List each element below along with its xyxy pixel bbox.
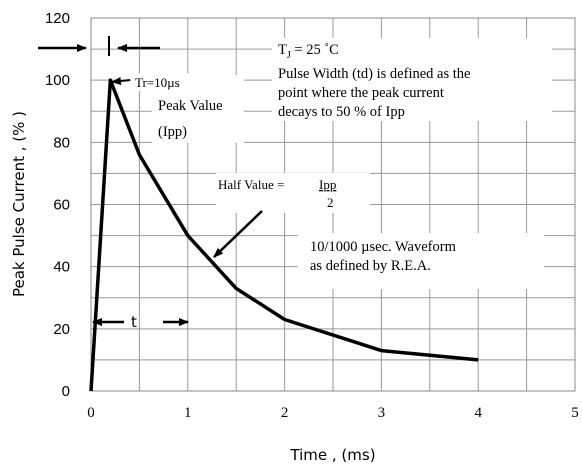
x-tick-label: 3: [378, 405, 386, 421]
y-axis-title: Peak Pulse Current , (% ): [10, 111, 28, 297]
t-label: t: [131, 313, 137, 331]
half-value-denominator: 2: [327, 195, 334, 210]
x-tick-labels: 0 1 2 3 4 5: [87, 405, 579, 421]
tr-label: Tr=10µs: [135, 75, 180, 90]
x-tick-label: 2: [281, 405, 289, 421]
peak-value-line1: Peak Value: [158, 98, 223, 114]
y-tick-label: 100: [45, 72, 70, 89]
x-tick-label: 1: [184, 405, 192, 421]
y-tick-label: 120: [45, 10, 70, 27]
y-tick-labels: 0 20 40 60 80 100 120: [45, 10, 70, 400]
y-tick-label: 60: [53, 197, 70, 214]
x-axis-title: Time , (ms): [289, 446, 375, 464]
waveform-line1: 10/1000 µsec. Waveform: [310, 239, 457, 255]
y-tick-label: 80: [53, 134, 70, 151]
y-tick-label: 40: [53, 259, 70, 276]
y-tick-label: 0: [62, 383, 70, 400]
pulse-width-line1: Pulse Width (td) is defined as the: [278, 66, 470, 82]
waveform-line2: as defined by R.E.A.: [310, 258, 431, 274]
half-value-prefix: Half Value =: [218, 177, 284, 192]
pulse-width-line3: decays to 50 % of Ipp: [278, 104, 405, 120]
tj-t: T: [278, 42, 287, 58]
pulse-width-line2: point where the peak current: [278, 85, 444, 101]
y-tick-label: 20: [53, 321, 70, 338]
half-value-numerator: Ipp: [319, 177, 336, 192]
half-value-arrow: [214, 211, 262, 257]
x-tick-label: 0: [87, 405, 95, 421]
x-tick-label: 5: [571, 405, 579, 421]
peak-value-line2: (Ipp): [158, 124, 187, 140]
x-tick-label: 4: [474, 405, 482, 421]
tj-value: = 25 ˚C: [291, 42, 339, 58]
